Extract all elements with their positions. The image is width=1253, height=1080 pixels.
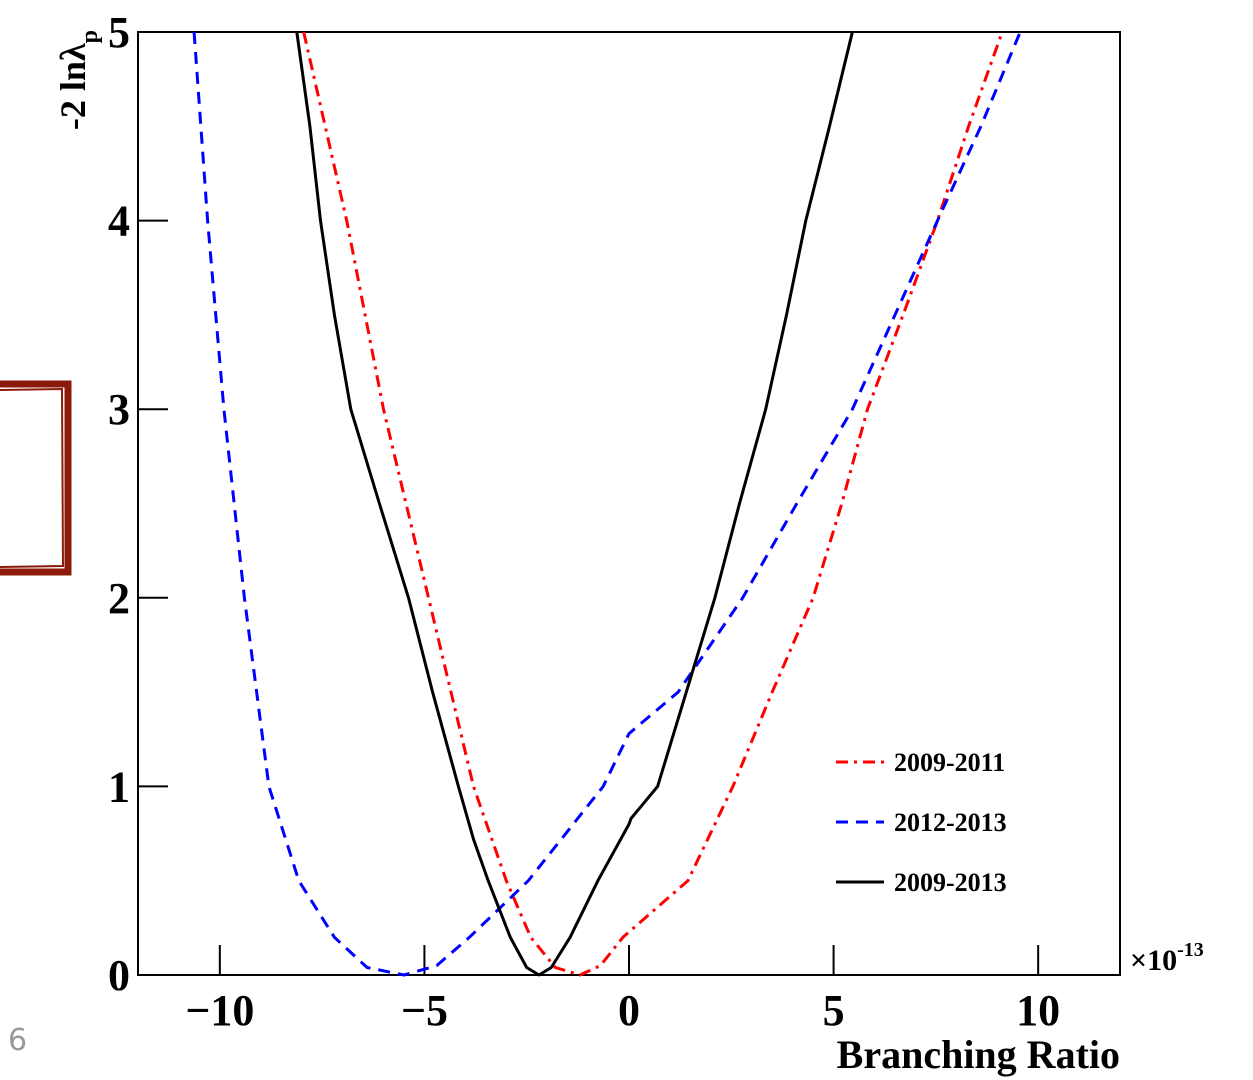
y-tick-label: 3	[108, 385, 130, 434]
x-tick-label: −10	[185, 986, 254, 1035]
x-multiplier: ×10-13	[1130, 939, 1204, 977]
series-line	[302, 31, 1004, 977]
y-tick-label: 4	[108, 197, 130, 246]
x-tick-label: 10	[1016, 986, 1060, 1035]
x-tick-label: 5	[823, 986, 845, 1035]
legend-label: 2012-2013	[894, 808, 1007, 837]
y-axis-title: -2 lnλp	[53, 30, 103, 130]
y-tick-label: 5	[108, 8, 130, 57]
legend-label: 2009-2011	[894, 748, 1005, 777]
x-multiplier-base: ×10	[1130, 944, 1177, 977]
y-tick-label: 2	[108, 574, 130, 623]
bracket-line	[0, 387, 65, 568]
series-line	[295, 31, 854, 977]
x-tick-label: −5	[401, 986, 448, 1035]
page-number: 6	[8, 1023, 27, 1058]
y-tick-label: 1	[108, 762, 130, 811]
legend-label: 2009-2013	[894, 868, 1007, 897]
bracket-line	[0, 380, 72, 576]
y-axis-title-sub: p	[77, 30, 103, 43]
x-multiplier-exp: -13	[1177, 939, 1204, 961]
y-tick-label: 0	[108, 951, 130, 1000]
y-axis-title-main: -2 lnλ	[53, 43, 93, 130]
slide-bracket	[0, 380, 72, 576]
x-tick-label: 0	[618, 986, 640, 1035]
x-axis-title: Branching Ratio	[837, 1032, 1120, 1077]
